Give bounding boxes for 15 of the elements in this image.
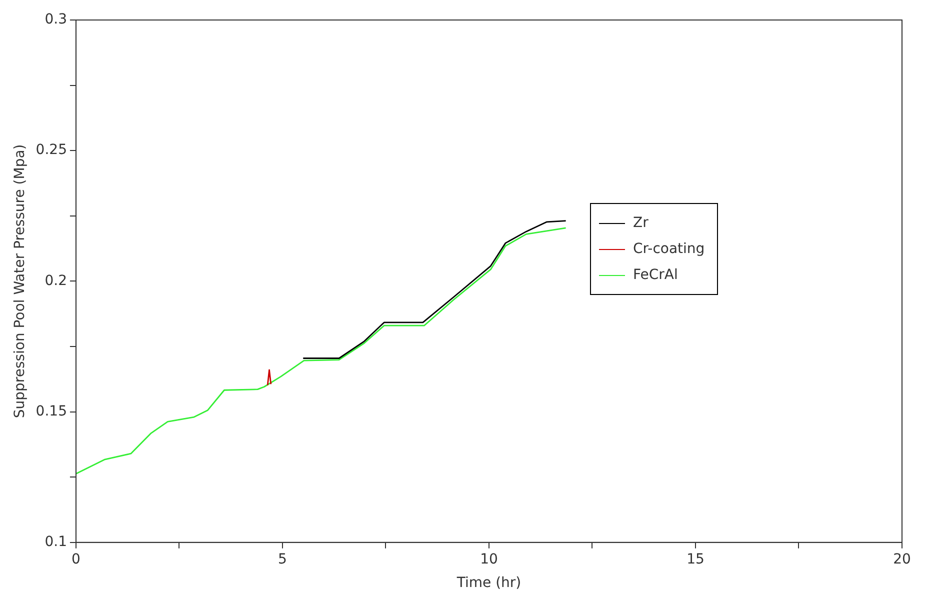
- y-tick-label: 0.3: [44, 12, 67, 28]
- legend-label: Cr-coating: [633, 241, 705, 257]
- x-tick-label: 15: [686, 551, 704, 568]
- y-tick-label: 0.1: [44, 534, 67, 550]
- x-tick-label: 5: [278, 551, 287, 568]
- y-axis-title: Suppression Pool Water Pressure (Mpa): [12, 144, 28, 418]
- legend-label: Zr: [633, 215, 648, 231]
- y-tick-label: 0.2: [44, 272, 67, 289]
- x-tick-label: 10: [480, 551, 498, 568]
- y-tick-label: 0.15: [36, 403, 67, 420]
- legend-label: FeCrAl: [633, 267, 678, 283]
- x-tick-label: 0: [72, 551, 80, 568]
- x-axis-title: Time (hr): [456, 575, 522, 592]
- x-tick-label: 20: [893, 551, 911, 568]
- y-tick-label: 0.25: [36, 142, 67, 158]
